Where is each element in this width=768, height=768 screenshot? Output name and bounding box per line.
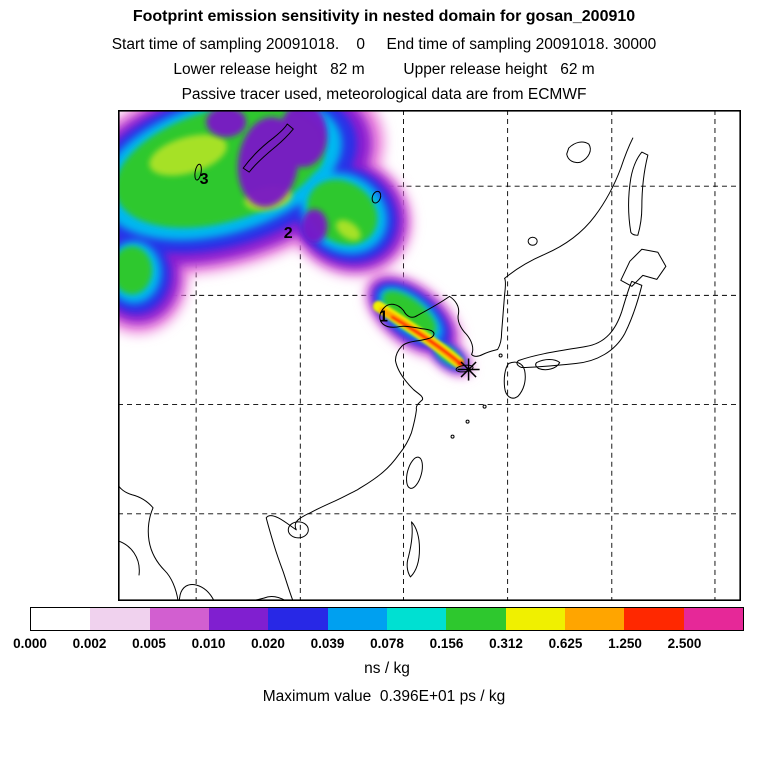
colorbar-tick-label: 0.000 (13, 636, 47, 651)
colorbar-tick-label: 0.156 (429, 636, 464, 651)
colorbar-segment (683, 608, 743, 630)
figure-title: Footprint emission sensitivity in nested… (132, 8, 636, 25)
map-coastlines (118, 123, 667, 601)
map-border (118, 110, 741, 601)
colorbar-tick-label: 2.500 (667, 636, 702, 651)
colorbar-tick-label: 0.020 (251, 636, 285, 651)
colorbar-tick-label: 0.078 (370, 636, 404, 651)
trajectory-marker-3: 3 (200, 170, 209, 188)
maximum-value-label: Maximum value 0.396E+01 ps / kg (262, 688, 506, 705)
colorbar-tick-label: 0.002 (72, 636, 107, 651)
colorbar-segment (268, 608, 328, 630)
trajectory-marker-1: 1 (379, 307, 388, 325)
colorbar-tick-label: 0.625 (548, 636, 583, 651)
colorbar-segment (624, 608, 684, 630)
colorbar-segment (31, 608, 91, 630)
sensitivity-plume (118, 110, 472, 376)
colorbar-segment (90, 608, 150, 630)
tracer-info-line: Passive tracer used, meteorological data… (181, 86, 587, 103)
map-figure: 1 2 3 (118, 110, 741, 601)
colorbar-ticks: 0.000 0.002 0.005 0.010 0.020 0.039 0.078 0.156… (13, 636, 744, 654)
plume-core (372, 300, 465, 369)
colorbar (30, 607, 744, 631)
trajectory-marker-2: 2 (284, 224, 293, 242)
colorbar-segment (505, 608, 565, 630)
colorbar-tick-label: 0.005 (132, 636, 166, 651)
colorbar-segment (564, 608, 625, 630)
release-height-line: Lower release height 82 m Upper release … (173, 61, 595, 78)
colorbar-segment (149, 608, 209, 630)
receptor-star-icon (457, 358, 480, 381)
colorbar-segment (386, 608, 447, 630)
colorbar-tick-label: 0.312 (489, 636, 523, 651)
colorbar-segment (446, 608, 506, 630)
colorbar-segment (208, 608, 269, 630)
colorbar-segment (327, 608, 387, 630)
colorbar-units-label: ns / kg (364, 660, 410, 677)
colorbar-tick-label: 0.039 (310, 636, 345, 651)
sampling-time-line: Start time of sampling 20091018. 0 End t… (111, 36, 657, 53)
colorbar-tick-label: 0.010 (191, 636, 226, 651)
colorbar-tick-label: 1.250 (608, 636, 642, 651)
